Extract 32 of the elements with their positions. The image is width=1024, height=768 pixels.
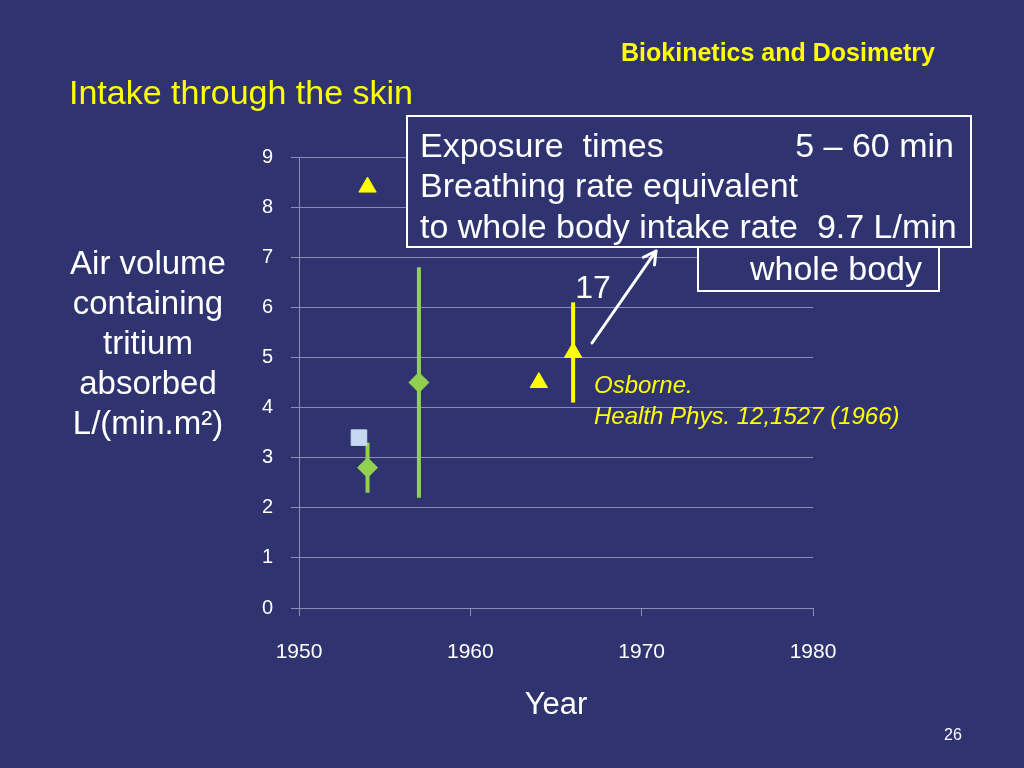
annotation: 17 [575,269,611,305]
x-tick-label: 1960 [446,639,494,663]
y-tick-label: 9 [261,144,273,167]
annotation: 5 – 60 min [795,125,954,165]
point [357,457,379,479]
y-tick-label: 4 [261,395,273,418]
y-tick-label: 6 [261,294,273,317]
point [350,429,368,446]
point [563,341,583,358]
y-tick-label: 5 [261,344,273,367]
text: Biokinetics and Dosimetry [621,38,935,66]
point [529,372,549,388]
annotation: whole body [749,249,922,287]
y-tick-label: 8 [261,194,273,217]
y-tick-label: 0 [261,595,273,618]
annotation: Osborne. [594,370,693,400]
x-tick-label: 1980 [789,639,837,663]
annotation: Breathing rate equivalent [420,165,799,205]
annotation: Health Phys. 12,1527 (1966) [594,401,900,431]
x-tick-label: 1970 [618,639,666,663]
y-tick-label: 1 [261,545,273,568]
y-axis-title: Air volume containing tritium absorbed L/(min.m²) [69,243,227,443]
y-tick-label: 3 [261,445,273,468]
text: 26 [944,725,962,745]
point [408,372,430,393]
annotation: Exposure times [420,125,664,165]
y-tick-label: 7 [261,244,273,267]
x-axis-title: Year [524,685,588,721]
x-tick-label: 1950 [275,639,323,663]
y-tick-label: 2 [261,495,273,518]
chart-title: Intake through the skin [69,72,414,112]
point [358,176,377,193]
